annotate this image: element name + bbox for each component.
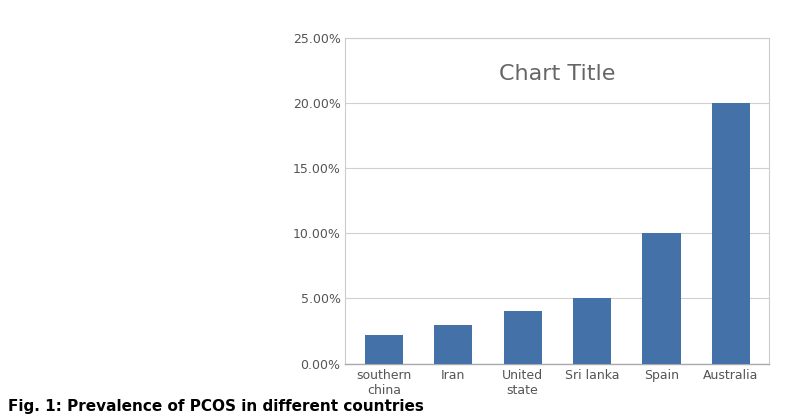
Text: Fig. 1: Prevalence of PCOS in different countries: Fig. 1: Prevalence of PCOS in different … — [8, 399, 424, 414]
Bar — [503, 311, 542, 364]
Bar — [434, 324, 473, 364]
Bar — [365, 335, 403, 364]
Text: Chart Title: Chart Title — [499, 64, 615, 84]
Bar — [712, 103, 750, 364]
Bar — [642, 233, 681, 364]
Bar — [573, 298, 612, 364]
